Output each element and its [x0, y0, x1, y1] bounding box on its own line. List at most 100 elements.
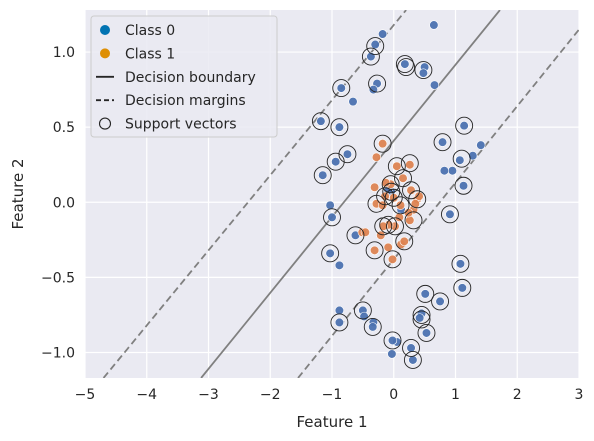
margin-upper-line: [102, 10, 407, 378]
data-points: [316, 20, 486, 365]
support-vector-ring: [330, 313, 349, 332]
class-0-point: [421, 328, 432, 338]
support-vector-ring: [431, 292, 450, 311]
class-1-point: [370, 245, 380, 255]
support-vector-ring: [330, 118, 349, 137]
class-0-point: [418, 68, 428, 78]
legend-box: [90, 15, 278, 138]
support-vector-ring: [346, 226, 365, 245]
y-tick-label: 0.0: [53, 195, 75, 211]
support-vector-ring: [387, 157, 406, 176]
support-vector-ring: [353, 301, 372, 320]
legend-label: Class 1: [125, 46, 175, 62]
y-axis-label: Feature 2: [9, 159, 27, 230]
support-vector-ring: [455, 116, 474, 135]
x-tick-label: −4: [136, 387, 157, 403]
support-vector-ring: [451, 254, 470, 273]
x-tick-labels: −5 −4 −3 −2 −1 0 1 2 3: [75, 387, 584, 403]
class-0-point: [437, 137, 448, 147]
legend-label: Decision boundary: [125, 70, 256, 86]
class-0-point: [408, 355, 418, 365]
y-tick-label: −0.5: [41, 270, 75, 286]
legend-label: Decision margins: [125, 93, 246, 109]
y-tick-label: 1.0: [53, 45, 75, 61]
class-0-point: [435, 296, 445, 306]
support-vector-ring: [395, 55, 414, 74]
support-vector-ring: [416, 284, 435, 303]
support-vector-ring: [323, 208, 341, 227]
support-vector-ring: [383, 250, 402, 269]
class-0-point: [325, 200, 335, 210]
class-0-point: [334, 317, 345, 328]
legend-item: Class 0: [100, 23, 175, 39]
class-0-point: [378, 29, 388, 39]
support-vector-ring: [365, 241, 384, 260]
class-0-point: [342, 149, 353, 159]
support-vector-ring: [402, 339, 420, 357]
class-1-point: [403, 208, 414, 218]
support-vector-ring: [311, 112, 330, 131]
class-1-point: [383, 242, 393, 252]
class-1-point: [371, 152, 382, 162]
legend-label: Support vectors: [125, 117, 237, 133]
x-tick-label: 1: [451, 387, 460, 403]
class-0-point: [334, 305, 345, 316]
class-0-point: [476, 140, 486, 150]
class-1-point: [405, 160, 415, 170]
support-vector-ring: [373, 134, 392, 153]
legend-item: Decision margins: [96, 93, 246, 109]
class-1-point: [392, 161, 402, 171]
class-1-point: [387, 254, 398, 264]
support-vector-ring: [453, 278, 472, 297]
class-1-point: [406, 185, 416, 195]
support-vector-ring: [417, 323, 436, 342]
class-0-point: [316, 116, 326, 126]
class-0-point: [420, 289, 430, 299]
margin-lower-line: [297, 28, 579, 378]
class-0-point: [348, 97, 358, 107]
class-0-point: [387, 349, 397, 359]
support-vector-ring: [332, 79, 351, 98]
legend-marker: [100, 25, 110, 35]
y-tick-labels: −1.0 −0.5 0.0 0.5 1.0: [41, 45, 75, 361]
class-1-point: [398, 173, 408, 183]
support-vector-ring: [414, 61, 433, 80]
class-1-point: [395, 200, 406, 210]
legend-marker: [100, 48, 110, 59]
support-vector-ring: [386, 217, 404, 236]
class-0-point: [368, 322, 378, 332]
class-0-point: [318, 170, 328, 180]
support-vector-ring: [383, 331, 402, 350]
support-vector-ring: [366, 37, 385, 55]
y-tick-label: 0.5: [53, 120, 75, 136]
class-1-point: [399, 236, 409, 246]
class-0-point: [359, 311, 369, 322]
class-0-point: [327, 212, 337, 222]
class-0-point: [334, 122, 345, 132]
support-vector-ring: [452, 149, 471, 168]
support-vector-ring: [368, 74, 387, 93]
support-vector-rings: [311, 37, 474, 369]
class-1-point: [381, 178, 391, 188]
class-0-point: [415, 313, 425, 323]
class-0-point: [459, 121, 469, 131]
class-0-point: [370, 39, 380, 50]
class-0-point: [331, 157, 341, 167]
class-0-point: [325, 248, 335, 258]
class-0-point: [368, 85, 378, 95]
support-vector-ring: [400, 154, 419, 173]
x-tick-label: −2: [260, 387, 281, 403]
support-vector-ring: [395, 232, 414, 251]
x-axis-label: Feature 1: [297, 413, 368, 431]
support-vector-ring: [338, 145, 357, 164]
class-0-point: [439, 166, 449, 176]
class-1-point: [405, 215, 415, 225]
class-0-point: [468, 151, 478, 161]
class-0-point: [447, 166, 458, 176]
support-vector-ring: [412, 305, 431, 324]
x-tick-label: 3: [575, 387, 584, 403]
legend-item: Decision boundary: [96, 70, 256, 86]
support-vector-ring: [408, 190, 427, 209]
x-tick-label: 0: [389, 387, 398, 403]
